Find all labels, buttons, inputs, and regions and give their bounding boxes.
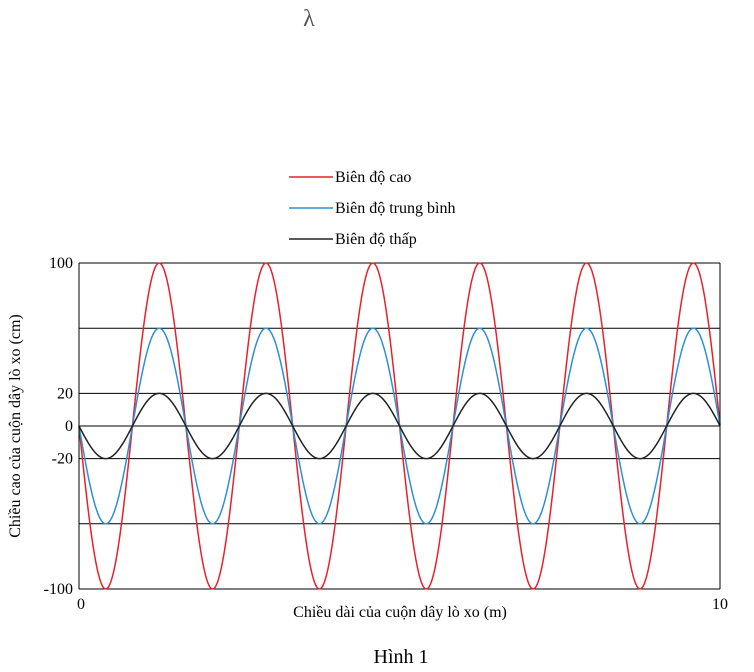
y-tick-label-1: 20	[57, 385, 73, 402]
y-axis-label: Chiều cao của cuộn dây lò xo (cm)	[7, 314, 24, 537]
x-tick-label-1: 10	[712, 596, 728, 613]
series-line-2	[78, 392, 721, 460]
legend: Biên độ cao Biên độ trung bình Biên độ t…	[289, 169, 455, 248]
y-tick-label-0: 100	[49, 255, 73, 272]
y-tick-label-4: -100	[44, 581, 73, 598]
y-tick-label-2: 0	[65, 418, 73, 435]
y-tick-label-3: -20	[52, 451, 73, 468]
x-tick-label-0: 0	[77, 596, 85, 613]
lambda-symbol: λ	[303, 6, 315, 32]
figure-caption: Hình 1	[374, 646, 429, 668]
legend-label-medium: Biên độ trung bình	[335, 200, 455, 217]
legend-label-high: Biên độ cao	[335, 169, 411, 186]
legend-label-low: Biên độ thấp	[335, 231, 417, 248]
x-axis-label: Chiều dài của cuộn dây lò xo (m)	[293, 604, 507, 621]
series-layer	[78, 262, 721, 590]
